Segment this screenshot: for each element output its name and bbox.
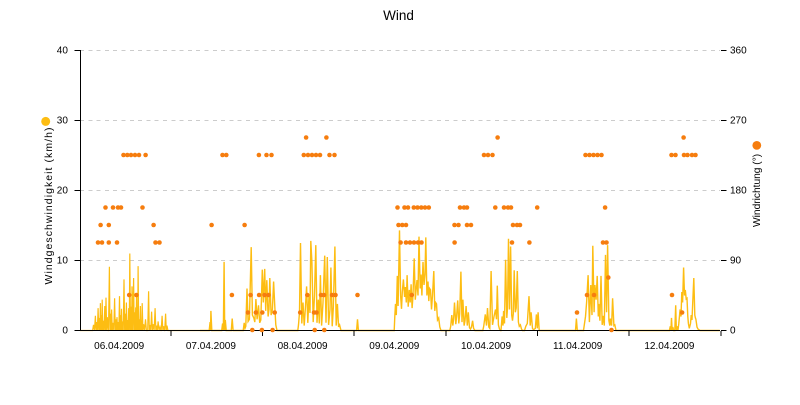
svg-text:180: 180: [730, 186, 747, 197]
svg-text:09.04.2009: 09.04.2009: [369, 341, 419, 352]
svg-text:Wind: Wind: [383, 8, 414, 23]
svg-text:10.04.2009: 10.04.2009: [461, 341, 511, 352]
svg-text:07.04.2009: 07.04.2009: [186, 341, 236, 352]
svg-text:08.04.2009: 08.04.2009: [278, 341, 328, 352]
svg-text:Windrichtung (°): Windrichtung (°): [752, 154, 763, 227]
svg-text:360: 360: [730, 46, 747, 57]
svg-text:06.04.2009: 06.04.2009: [94, 341, 144, 352]
svg-text:40: 40: [57, 46, 69, 57]
svg-text:0: 0: [730, 326, 736, 337]
svg-text:Windgeschwindigkeit (km/h): Windgeschwindigkeit (km/h): [43, 126, 55, 284]
svg-text:10: 10: [57, 256, 69, 267]
svg-text:90: 90: [730, 256, 742, 267]
svg-text:30: 30: [57, 116, 69, 127]
svg-text:11.04.2009: 11.04.2009: [553, 341, 603, 352]
svg-text:12.04.2009: 12.04.2009: [644, 341, 694, 352]
svg-text:270: 270: [730, 116, 747, 127]
svg-text:0: 0: [62, 326, 68, 337]
svg-text:20: 20: [57, 186, 69, 197]
